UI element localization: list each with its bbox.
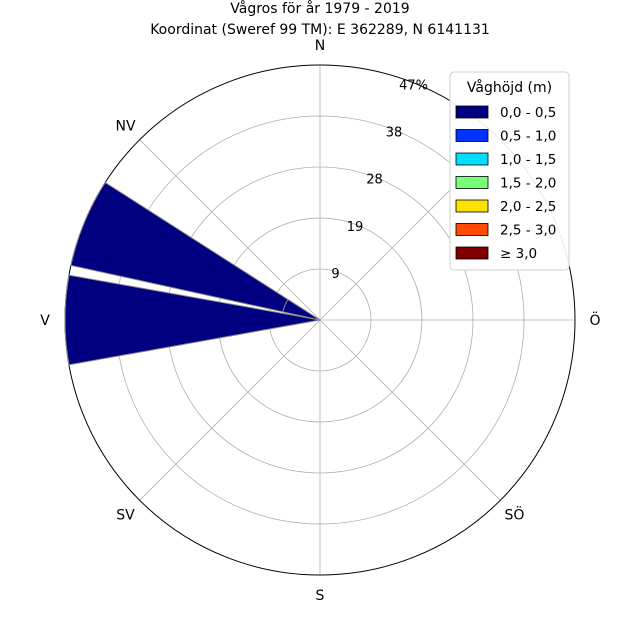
legend-swatch [455,246,489,260]
bar-wedge [282,298,321,321]
grid-spoke [319,319,501,501]
radial-tick-label: 9 [331,267,339,282]
radial-tick-label: 47% [399,78,428,93]
legend-box [449,71,570,271]
legend-label: 1,0 - 1,5 [500,152,556,168]
legend-label: 0,5 - 1,0 [500,129,556,145]
direction-label: NV [116,119,136,135]
bar-wedge [64,274,321,366]
radial-tick-label: 38 [386,126,403,141]
legend-label: 0,0 - 0,5 [500,105,556,121]
legend-label: 1,5 - 2,0 [500,176,556,192]
direction-label: V [40,313,50,329]
direction-labels: N Ö SÖ S SV V NV [40,38,600,604]
legend-label: ≥ 3,0 [500,246,537,262]
legend-label: 2,5 - 3,0 [500,223,556,239]
legend-swatch [455,176,489,189]
direction-label: Ö [589,311,600,329]
direction-label: SV [116,507,135,523]
radial-tick-label: 19 [347,220,364,235]
legend-swatch [455,199,489,213]
grid-spoke [139,139,321,321]
bars-group [64,181,321,366]
legend-label: 2,0 - 2,5 [500,199,556,215]
grid-spoke [139,319,321,501]
chart-subtitle: Koordinat (Sweref 99 TM): E 362289, N 61… [150,22,490,38]
direction-label: N [315,38,325,54]
legend-swatch [455,129,489,142]
legend-swatch [455,223,489,236]
direction-label: S [316,588,325,604]
direction-label: SÖ [505,505,525,523]
legend: Våghöjd (m) 0,0 - 0,5 0,5 - 1,0 1,0 - 1,5 1,… [449,71,570,271]
legend-title: Våghöjd (m) [467,79,552,96]
chart-title: Vågros för år 1979 - 2019 [230,0,409,17]
legend-swatch [455,152,489,166]
bar-wedge [70,181,321,321]
radial-tick-label: 28 [366,173,383,188]
radial-tick-labels: 9 19 28 38 47% [331,78,428,281]
legend-swatch [455,105,489,119]
